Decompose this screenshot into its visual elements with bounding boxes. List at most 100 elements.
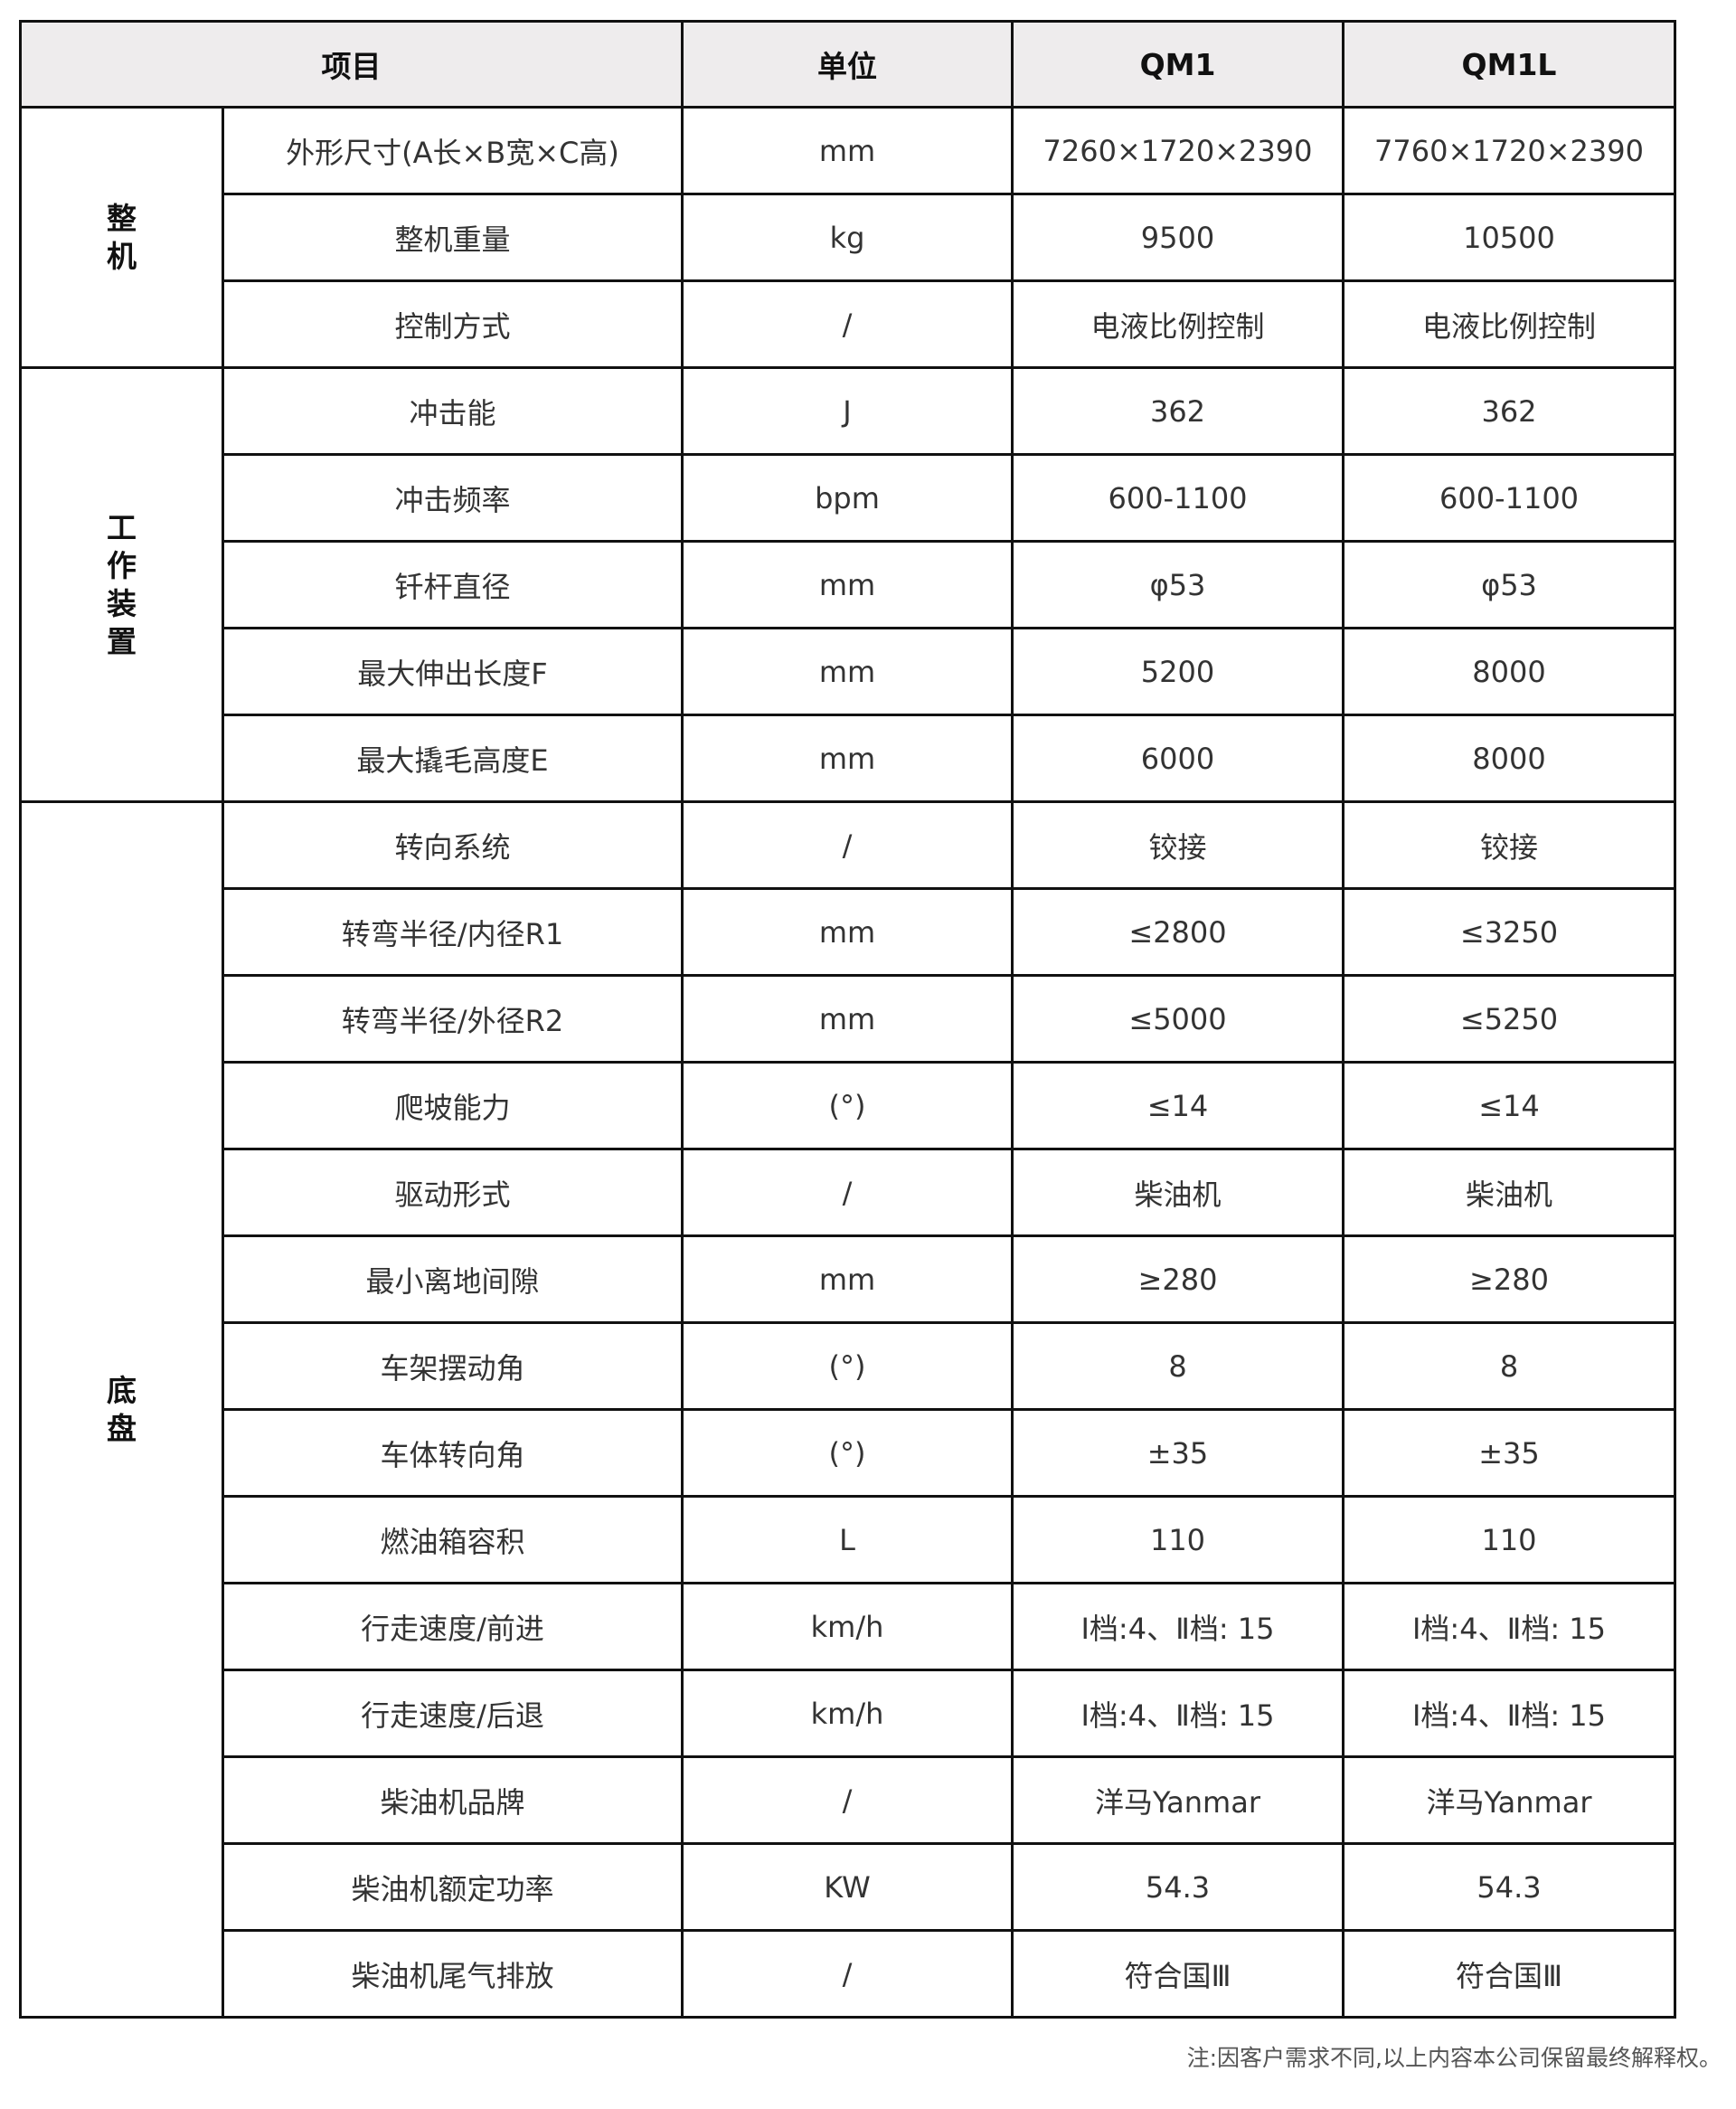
qm1l-value-cell: 8000 — [1342, 627, 1676, 716]
qm1l-value-cell: φ53 — [1342, 540, 1676, 629]
item-name-cell: 外形尺寸(A长×B宽×C高) — [222, 106, 684, 195]
qm1-value-cell: 符合国Ⅲ — [1011, 1929, 1344, 2019]
header-unit: 单位 — [681, 20, 1014, 109]
category-cell: 工作装置 — [19, 366, 224, 803]
unit-cell: mm — [681, 1234, 1014, 1324]
unit-cell: mm — [681, 887, 1014, 977]
table-row: 行走速度/后退 km/h Ⅰ档:4、Ⅱ档: 15 Ⅰ档:4、Ⅱ档: 15 — [21, 1669, 1676, 1758]
qm1l-value-cell: 洋马Yanmar — [1342, 1755, 1676, 1845]
unit-cell: / — [681, 1929, 1014, 2019]
qm1l-value-cell: Ⅰ档:4、Ⅱ档: 15 — [1342, 1669, 1676, 1758]
table-row: 整机重量 kg 9500 10500 — [21, 193, 1676, 282]
qm1-value-cell: 110 — [1011, 1495, 1344, 1584]
category-label: 底盘 — [107, 1372, 137, 1446]
item-name-cell: 冲击能 — [222, 366, 684, 456]
qm1-value-cell: 362 — [1011, 366, 1344, 456]
unit-cell: KW — [681, 1842, 1014, 1932]
qm1-value-cell: Ⅰ档:4、Ⅱ档: 15 — [1011, 1669, 1344, 1758]
table-row: 最大伸出长度F mm 5200 8000 — [21, 627, 1676, 716]
table-row: 柴油机尾气排放 / 符合国Ⅲ 符合国Ⅲ — [21, 1929, 1676, 2019]
qm1-value-cell: 6000 — [1011, 714, 1344, 803]
qm1-value-cell: 9500 — [1011, 193, 1344, 282]
qm1l-value-cell: 110 — [1342, 1495, 1676, 1584]
item-name-cell: 车体转向角 — [222, 1408, 684, 1498]
unit-cell: / — [681, 800, 1014, 890]
item-name-cell: 行走速度/后退 — [222, 1669, 684, 1758]
qm1l-value-cell: 电液比例控制 — [1342, 279, 1676, 369]
table-row: 控制方式 / 电液比例控制 电液比例控制 — [21, 279, 1676, 369]
qm1-value-cell: ≤14 — [1011, 1061, 1344, 1150]
header-row: 项目 单位 QM1 QM1L — [19, 20, 1676, 109]
spec-table: 项目 单位 QM1 QM1L 整机 外形尺寸(A长×B宽×C高) mm 7260×17… — [19, 20, 1676, 2019]
item-name-cell: 车架摆动角 — [222, 1321, 684, 1411]
table-row: 燃油箱容积 L 110 110 — [21, 1495, 1676, 1584]
item-name-cell: 转弯半径/外径R2 — [222, 974, 684, 1064]
qm1l-value-cell: 10500 — [1342, 193, 1676, 282]
table-row: 工作装置 冲击能 J 362 362 — [19, 366, 1676, 803]
qm1-value-cell: ≤5000 — [1011, 974, 1344, 1064]
table-row: 爬坡能力 (°) ≤14 ≤14 — [21, 1061, 1676, 1150]
unit-cell: mm — [681, 714, 1014, 803]
qm1l-value-cell: 符合国Ⅲ — [1342, 1929, 1676, 2019]
unit-cell: km/h — [681, 1669, 1014, 1758]
item-name-cell: 冲击频率 — [222, 453, 684, 543]
category-label: 工作装置 — [107, 509, 137, 659]
table-row: 柴油机额定功率 KW 54.3 54.3 — [21, 1842, 1676, 1932]
unit-cell: (°) — [681, 1408, 1014, 1498]
qm1-value-cell: ±35 — [1011, 1408, 1344, 1498]
item-name-cell: 燃油箱容积 — [222, 1495, 684, 1584]
qm1-value-cell: 5200 — [1011, 627, 1344, 716]
unit-cell: bpm — [681, 453, 1014, 543]
qm1-value-cell: 铰接 — [1011, 800, 1344, 890]
table-row: 最小离地间隙 mm ≥280 ≥280 — [21, 1234, 1676, 1324]
unit-cell: mm — [681, 974, 1014, 1064]
qm1l-value-cell: 362 — [1342, 366, 1676, 456]
qm1l-value-cell: 7760×1720×2390 — [1342, 106, 1676, 195]
qm1-value-cell: Ⅰ档:4、Ⅱ档: 15 — [1011, 1582, 1344, 1671]
item-name-cell: 爬坡能力 — [222, 1061, 684, 1150]
header-model-qm1l: QM1L — [1342, 20, 1676, 109]
category-cell: 底盘 — [19, 800, 224, 2019]
qm1-value-cell: ≤2800 — [1011, 887, 1344, 977]
qm1-value-cell: 洋马Yanmar — [1011, 1755, 1344, 1845]
item-name-cell: 控制方式 — [222, 279, 684, 369]
table-row: 柴油机品牌 / 洋马Yanmar 洋马Yanmar — [21, 1755, 1676, 1845]
unit-cell: mm — [681, 540, 1014, 629]
qm1-value-cell: 7260×1720×2390 — [1011, 106, 1344, 195]
qm1l-value-cell: 600-1100 — [1342, 453, 1676, 543]
qm1-value-cell: 柴油机 — [1011, 1148, 1344, 1237]
qm1l-value-cell: 8000 — [1342, 714, 1676, 803]
unit-cell: (°) — [681, 1321, 1014, 1411]
item-name-cell: 最大撬毛高度E — [222, 714, 684, 803]
qm1l-value-cell: ≤3250 — [1342, 887, 1676, 977]
qm1l-value-cell: 8 — [1342, 1321, 1676, 1411]
qm1l-value-cell: ±35 — [1342, 1408, 1676, 1498]
qm1-value-cell: 电液比例控制 — [1011, 279, 1344, 369]
qm1-value-cell: ≥280 — [1011, 1234, 1344, 1324]
qm1l-value-cell: 铰接 — [1342, 800, 1676, 890]
table-row: 驱动形式 / 柴油机 柴油机 — [21, 1148, 1676, 1237]
item-name-cell: 转弯半径/内径R1 — [222, 887, 684, 977]
table-row: 底盘 转向系统 / 铰接 铰接 — [19, 800, 1676, 2019]
category-cell: 整机 — [19, 106, 224, 369]
qm1l-value-cell: ≤14 — [1342, 1061, 1676, 1150]
unit-cell: / — [681, 1148, 1014, 1237]
item-name-cell: 转向系统 — [222, 800, 684, 890]
item-name-cell: 整机重量 — [222, 193, 684, 282]
qm1l-value-cell: 柴油机 — [1342, 1148, 1676, 1237]
qm1-value-cell: 600-1100 — [1011, 453, 1344, 543]
table-row: 转弯半径/外径R2 mm ≤5000 ≤5250 — [21, 974, 1676, 1064]
qm1-value-cell: φ53 — [1011, 540, 1344, 629]
unit-cell: L — [681, 1495, 1014, 1584]
unit-cell: / — [681, 279, 1014, 369]
qm1-value-cell: 54.3 — [1011, 1842, 1344, 1932]
table-row: 钎杆直径 mm φ53 φ53 — [21, 540, 1676, 629]
item-name-cell: 最小离地间隙 — [222, 1234, 684, 1324]
table-row: 车架摆动角 (°) 8 8 — [21, 1321, 1676, 1411]
category-label: 整机 — [107, 200, 137, 274]
unit-cell: mm — [681, 106, 1014, 195]
table-row: 行走速度/前进 km/h Ⅰ档:4、Ⅱ档: 15 Ⅰ档:4、Ⅱ档: 15 — [21, 1582, 1676, 1671]
item-name-cell: 最大伸出长度F — [222, 627, 684, 716]
qm1l-value-cell: ≥280 — [1342, 1234, 1676, 1324]
qm1-value-cell: 8 — [1011, 1321, 1344, 1411]
